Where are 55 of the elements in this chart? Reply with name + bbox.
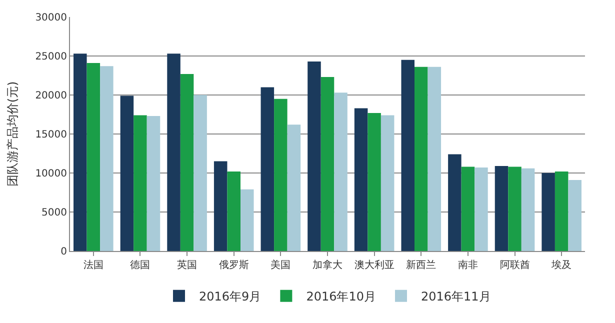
bar — [508, 166, 522, 251]
bar — [401, 60, 414, 251]
bar — [240, 189, 254, 251]
bar — [287, 124, 301, 251]
bar — [494, 166, 508, 251]
bar — [554, 171, 568, 251]
bar — [86, 63, 100, 251]
legend-label: 2016年10月 — [306, 290, 376, 304]
y-tick-label: 25000 — [35, 52, 67, 62]
bar — [134, 115, 147, 251]
bar — [542, 173, 555, 251]
bar — [521, 168, 535, 251]
bar — [380, 115, 394, 251]
y-axis-title: 团队游产品均价(元) — [5, 81, 20, 187]
y-tick-label: 15000 — [35, 130, 67, 140]
bar — [214, 161, 228, 251]
bar — [354, 108, 368, 251]
x-tick-label: 南非 — [458, 259, 478, 271]
bar — [120, 96, 134, 251]
x-tick-label: 埃及 — [550, 259, 572, 271]
bar — [194, 95, 207, 251]
bar — [414, 66, 428, 251]
legend-label: 2016年11月 — [421, 290, 491, 304]
bar — [274, 98, 288, 251]
bar — [568, 180, 582, 251]
y-tick-label: 5000 — [42, 208, 67, 218]
bar — [334, 92, 348, 251]
y-tick-label: 0 — [60, 246, 67, 258]
bar — [308, 61, 321, 251]
x-tick-label: 法国 — [83, 259, 104, 271]
legend-label: 2016年9月 — [199, 290, 262, 304]
bar — [260, 87, 274, 251]
bar — [474, 168, 488, 251]
x-tick-label: 阿联酋 — [500, 259, 530, 271]
bar — [448, 154, 462, 251]
bar — [227, 171, 240, 251]
bar — [167, 54, 180, 251]
x-tick-label: 澳大利亚 — [354, 259, 394, 271]
bar — [180, 74, 194, 251]
bar — [461, 166, 475, 251]
bar — [428, 66, 442, 251]
y-tick-label: 20000 — [35, 90, 67, 102]
bar — [320, 77, 334, 251]
x-tick-label: 加拿大 — [312, 259, 342, 271]
x-tick-label: 英国 — [177, 259, 198, 271]
x-tick-label: 俄罗斯 — [218, 259, 249, 271]
x-tick-label: 美国 — [270, 259, 291, 271]
bar — [74, 54, 87, 251]
bar — [146, 116, 160, 251]
y-tick-label: 10000 — [35, 168, 67, 180]
bar — [368, 112, 381, 251]
x-tick-label: 新西兰 — [406, 259, 436, 271]
bar — [100, 66, 114, 251]
y-tick-label: 30000 — [35, 12, 67, 24]
x-tick-label: 德国 — [130, 260, 150, 271]
